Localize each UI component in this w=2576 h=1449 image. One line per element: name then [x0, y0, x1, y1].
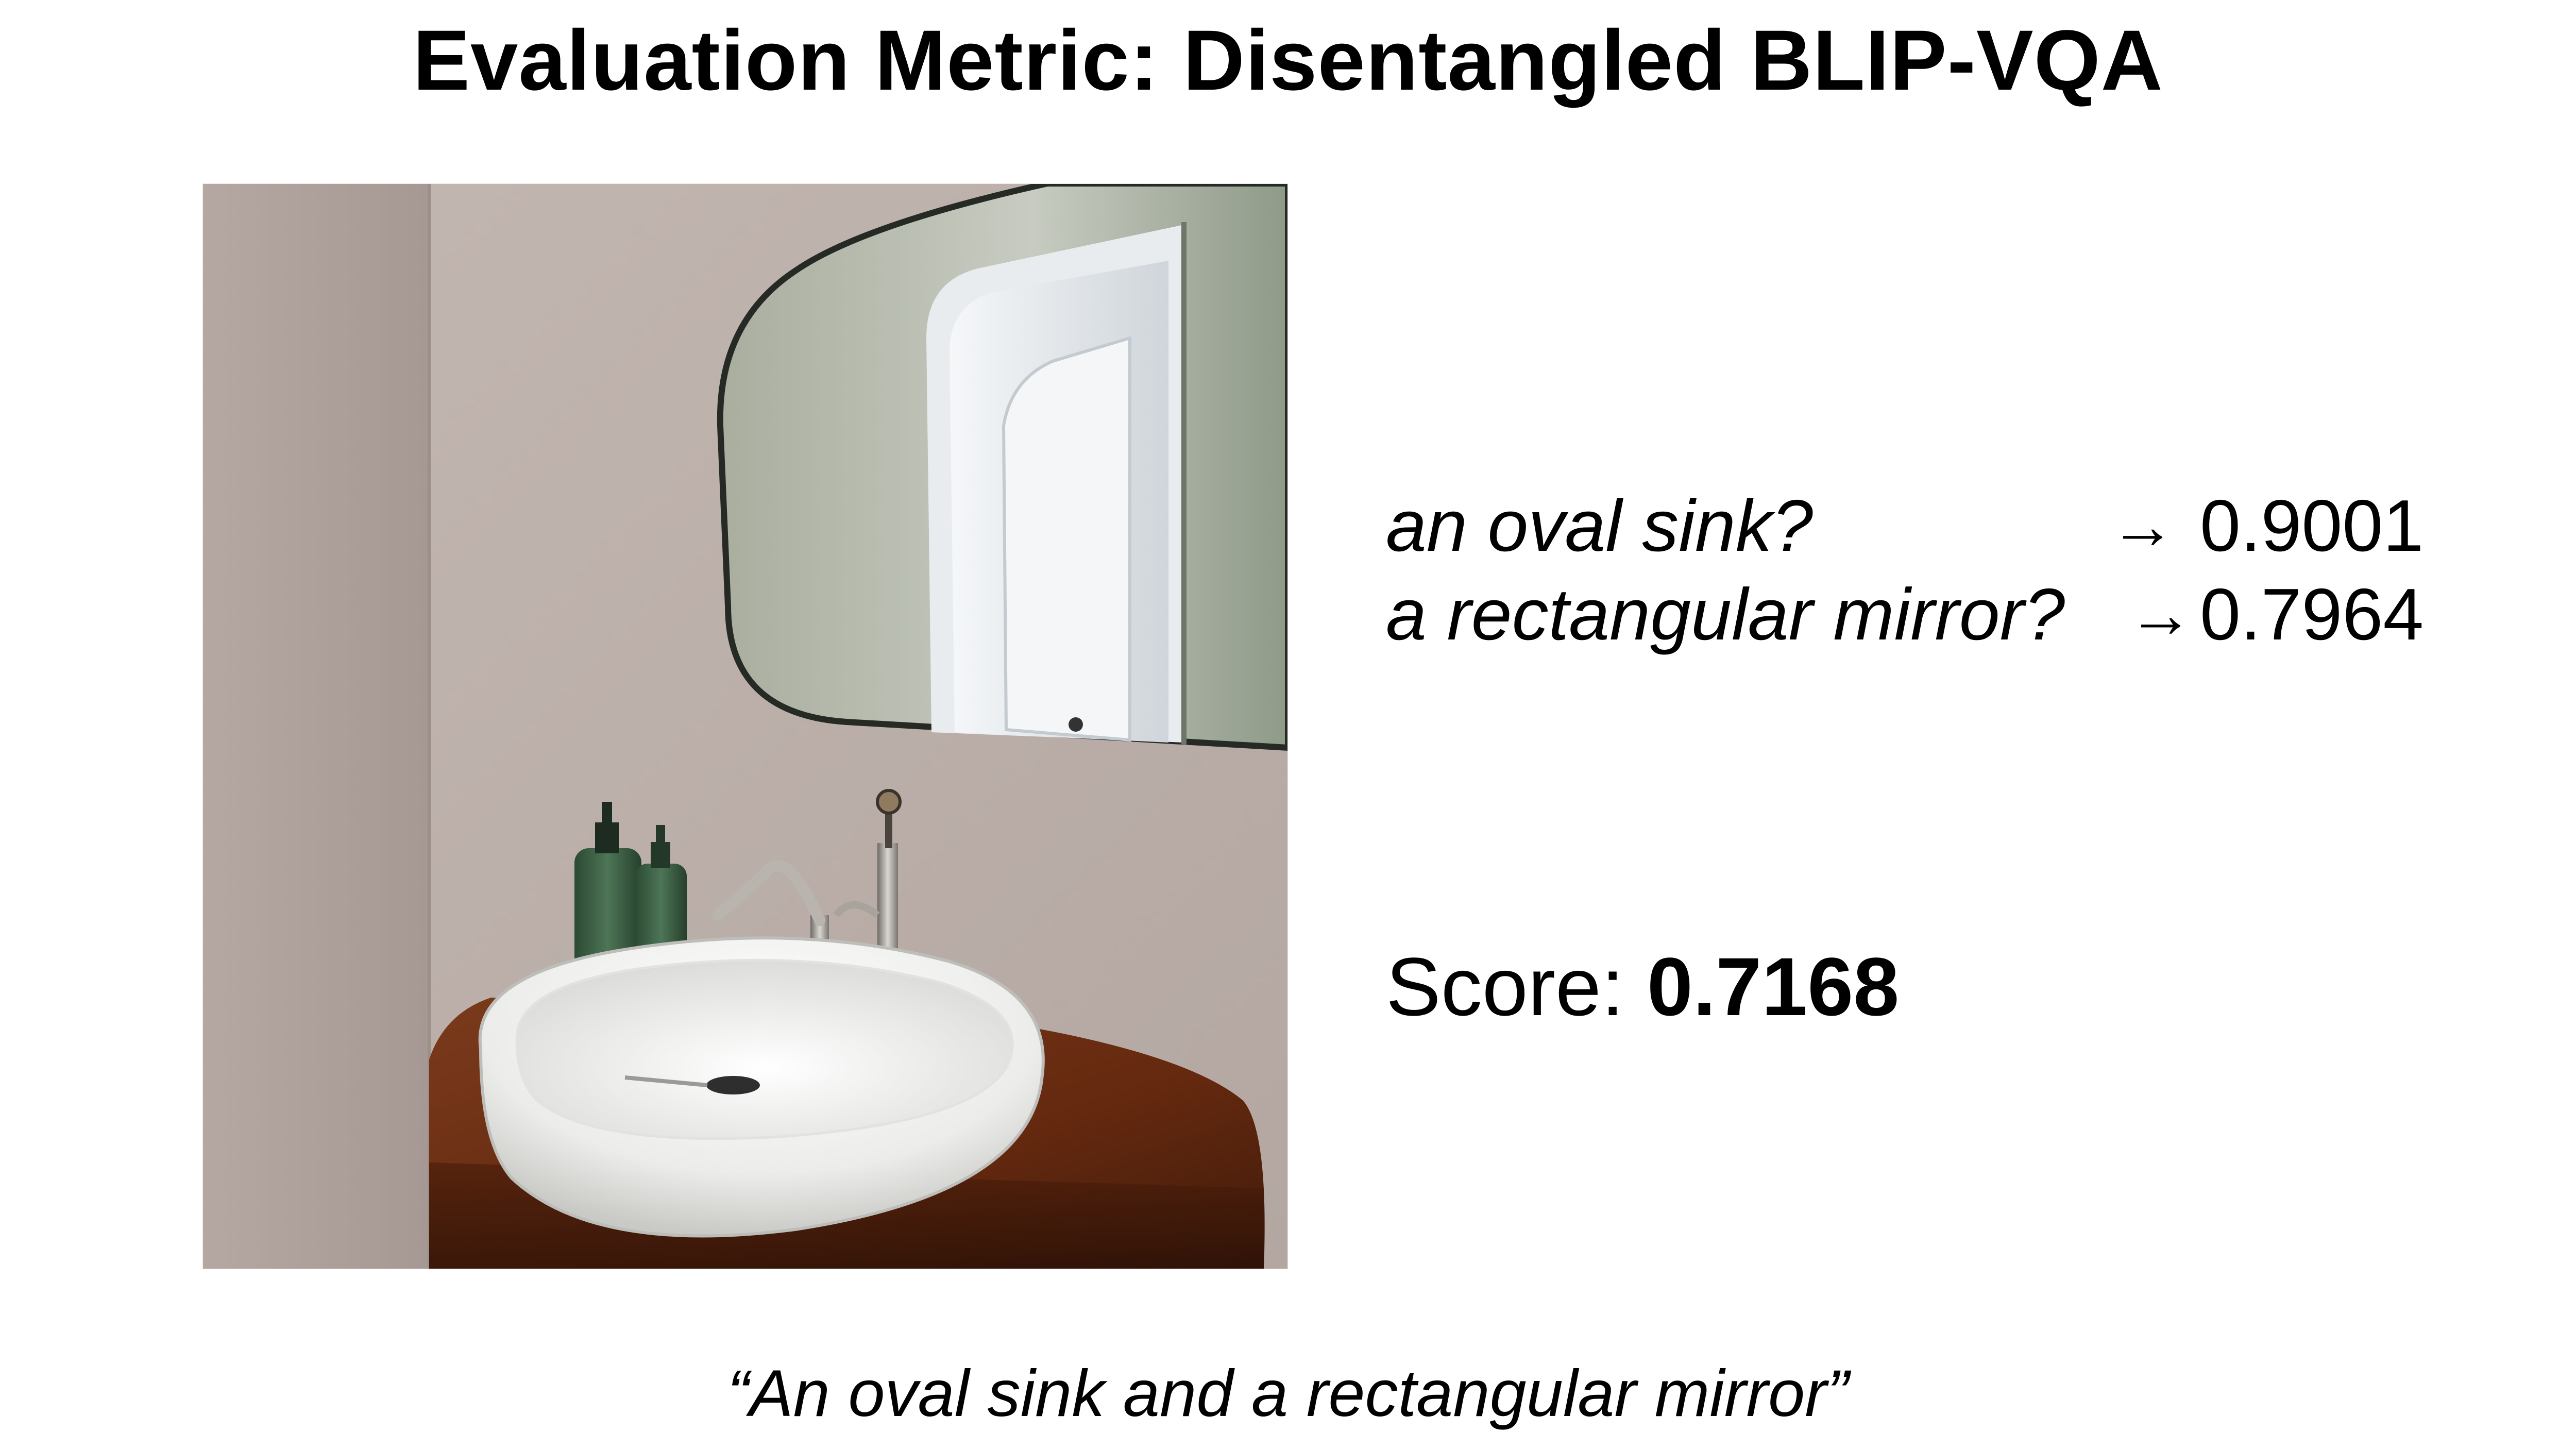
score-value: 0.7168	[1647, 940, 1900, 1033]
score-label: Score:	[1386, 940, 1624, 1033]
bathroom-photo	[202, 183, 1288, 1269]
right-arrow-icon: →	[2128, 578, 2194, 651]
right-arrow-icon: →	[2110, 489, 2176, 563]
vqa-question: a rectangular mirror?	[1386, 574, 2065, 655]
slide-title: Evaluation Metric: Disentangled BLIP-VQA	[413, 13, 2163, 108]
vqa-answer: 0.7964	[2200, 574, 2424, 655]
image-caption: “An oval sink and a rectangular mirror”	[727, 1357, 1849, 1430]
vqa-answer: 0.9001	[2200, 485, 2424, 567]
vqa-question: an oval sink?	[1386, 485, 1813, 567]
score-line: Score: 0.7168	[1386, 935, 1899, 1038]
